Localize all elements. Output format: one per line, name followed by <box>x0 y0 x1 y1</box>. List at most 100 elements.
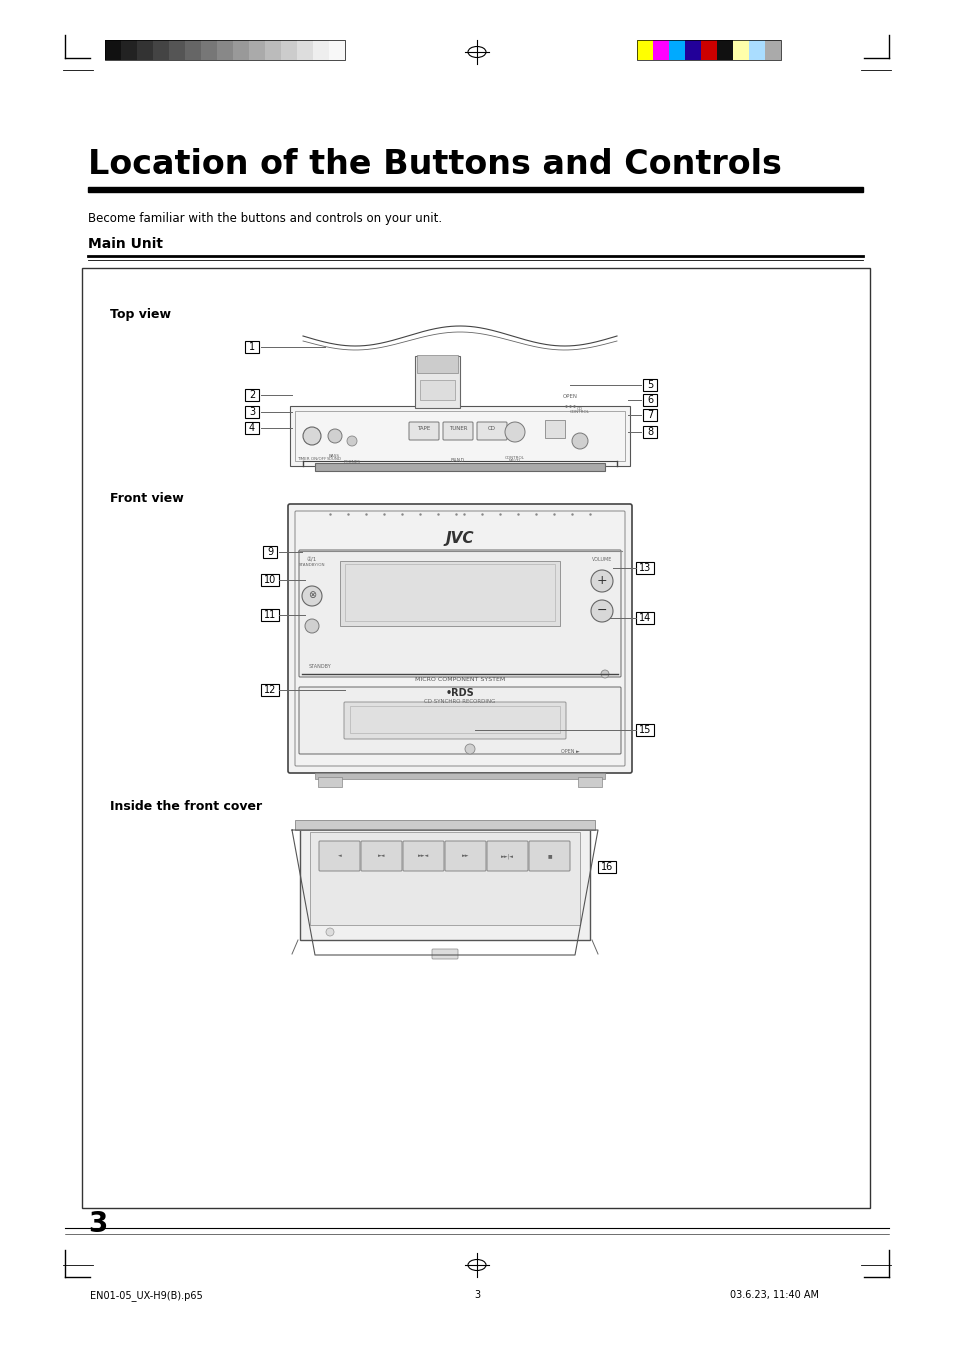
Text: 2: 2 <box>249 390 254 400</box>
Bar <box>299 821 589 940</box>
Text: ►►|◄: ►►|◄ <box>500 854 514 859</box>
Circle shape <box>305 619 318 634</box>
Text: 7: 7 <box>646 409 653 420</box>
Bar <box>684 41 700 59</box>
Circle shape <box>326 928 334 936</box>
Bar <box>350 707 559 734</box>
Bar <box>642 380 657 390</box>
Text: CD: CD <box>488 426 496 431</box>
FancyBboxPatch shape <box>402 842 443 871</box>
Text: 3: 3 <box>88 1210 108 1238</box>
FancyBboxPatch shape <box>409 422 438 440</box>
Bar <box>637 41 652 59</box>
Bar <box>668 41 684 59</box>
Text: 13: 13 <box>639 563 651 573</box>
Text: ►►◄: ►►◄ <box>417 854 429 858</box>
Bar <box>294 820 595 830</box>
Text: 8: 8 <box>646 427 653 436</box>
Circle shape <box>302 586 322 607</box>
Bar <box>598 861 616 873</box>
Bar <box>652 41 668 59</box>
FancyBboxPatch shape <box>442 422 473 440</box>
Bar <box>105 41 121 59</box>
Circle shape <box>347 436 356 446</box>
Text: TIMER ON/OFF: TIMER ON/OFF <box>297 457 327 461</box>
Text: SOUND: SOUND <box>326 457 341 461</box>
FancyBboxPatch shape <box>318 842 359 871</box>
Bar <box>636 562 654 574</box>
Bar <box>88 186 862 192</box>
Text: ②/1: ②/1 <box>307 558 316 563</box>
Text: Main Unit: Main Unit <box>88 236 163 251</box>
Bar <box>261 609 278 621</box>
Bar <box>137 41 152 59</box>
Text: STANDBY: STANDBY <box>309 663 331 669</box>
Bar <box>245 340 258 353</box>
Text: BAND: BAND <box>451 458 465 463</box>
Bar <box>314 773 604 780</box>
Text: JVC: JVC <box>445 531 474 546</box>
Text: Inside the front cover: Inside the front cover <box>110 800 262 813</box>
Text: CD: CD <box>577 407 582 411</box>
Text: 16: 16 <box>600 862 613 871</box>
FancyBboxPatch shape <box>360 842 401 871</box>
Bar <box>201 41 216 59</box>
Text: 11: 11 <box>264 611 275 620</box>
Bar <box>294 411 624 461</box>
Text: −: − <box>597 604 607 616</box>
Bar <box>642 394 657 407</box>
Bar <box>345 563 555 621</box>
FancyBboxPatch shape <box>298 688 620 754</box>
Bar <box>416 355 457 373</box>
Text: ⊗: ⊗ <box>308 590 315 600</box>
Bar <box>637 41 781 59</box>
Circle shape <box>572 434 587 449</box>
Bar <box>121 41 137 59</box>
Text: ■: ■ <box>547 854 551 858</box>
Text: STANDBY/ON: STANDBY/ON <box>298 563 325 567</box>
Bar <box>249 41 265 59</box>
Text: Location of the Buttons and Controls: Location of the Buttons and Controls <box>88 149 781 181</box>
Bar <box>263 546 276 558</box>
Text: 14: 14 <box>639 613 651 623</box>
Text: 03.6.23, 11:40 AM: 03.6.23, 11:40 AM <box>729 1290 818 1300</box>
FancyBboxPatch shape <box>288 504 631 773</box>
Text: Top view: Top view <box>110 308 171 322</box>
Circle shape <box>504 422 524 442</box>
Bar <box>419 380 455 400</box>
Bar <box>281 41 296 59</box>
FancyBboxPatch shape <box>529 842 569 871</box>
Text: ►►: ►► <box>461 854 469 858</box>
Bar <box>296 41 313 59</box>
Circle shape <box>303 427 320 444</box>
Bar <box>339 561 559 626</box>
Text: 12: 12 <box>264 685 276 694</box>
FancyBboxPatch shape <box>444 842 485 871</box>
Bar <box>642 426 657 438</box>
Bar <box>717 41 732 59</box>
Bar <box>415 357 459 408</box>
Text: PHONES: PHONES <box>343 459 360 463</box>
Bar <box>748 41 764 59</box>
Bar <box>732 41 748 59</box>
Bar <box>544 420 564 438</box>
Text: 3: 3 <box>474 1290 479 1300</box>
Text: CD SYNCHRO RECORDING: CD SYNCHRO RECORDING <box>424 698 496 704</box>
Text: CONTROL: CONTROL <box>569 409 589 413</box>
Circle shape <box>600 670 608 678</box>
Text: ◄: ◄ <box>337 854 341 858</box>
Circle shape <box>590 570 613 592</box>
FancyBboxPatch shape <box>476 422 506 440</box>
Text: TUNER: TUNER <box>448 426 467 431</box>
Text: VOLUME: VOLUME <box>591 557 612 562</box>
Bar <box>245 389 258 401</box>
Bar <box>265 41 281 59</box>
Bar <box>636 612 654 624</box>
Text: ►◄: ►◄ <box>377 854 385 858</box>
Bar <box>310 832 579 925</box>
Text: 9: 9 <box>267 547 273 557</box>
Bar <box>82 267 869 1208</box>
Bar <box>261 684 278 696</box>
Text: MULTI: MULTI <box>509 459 520 463</box>
FancyBboxPatch shape <box>298 550 620 677</box>
